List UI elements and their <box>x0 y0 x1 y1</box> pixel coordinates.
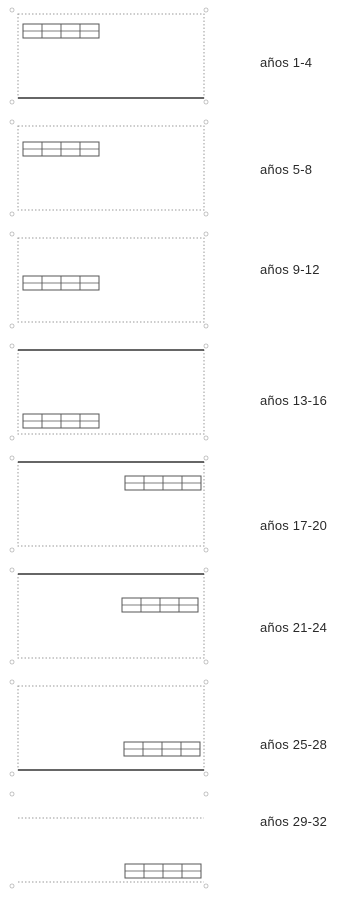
corner-marker <box>203 99 209 105</box>
frame-outline <box>17 573 205 659</box>
corner-marker <box>9 659 15 665</box>
panel-label: años 25-28 <box>260 737 328 752</box>
corner-marker <box>203 323 209 329</box>
corner-marker <box>9 455 15 461</box>
four-cell-block <box>22 23 100 39</box>
panel-label: años 29-32 <box>260 814 328 829</box>
corner-marker <box>203 7 209 13</box>
corner-marker <box>203 791 209 797</box>
panel-drawing <box>9 343 209 441</box>
panel-drawing <box>9 231 209 329</box>
corner-marker <box>9 211 15 217</box>
corner-marker <box>203 883 209 889</box>
panel-label: años 5-8 <box>260 162 313 177</box>
four-cell-block <box>124 863 202 879</box>
four-cell-block <box>124 475 202 491</box>
frame-outline <box>17 237 205 323</box>
four-cell-block <box>22 275 100 291</box>
corner-marker <box>9 547 15 553</box>
frame-outline <box>17 349 205 435</box>
panel-label: años 21-24 <box>260 620 328 635</box>
rotation-panel: años 29-32 <box>0 784 351 896</box>
panel-label: años 17-20 <box>260 518 328 533</box>
frame-outline <box>17 685 205 771</box>
rotation-panel: años 21-24 <box>0 560 351 672</box>
corner-marker <box>9 343 15 349</box>
corner-marker <box>9 435 15 441</box>
rotation-panel: años 13-16 <box>0 336 351 448</box>
four-cell-block <box>22 141 100 157</box>
rotation-panel: años 1-4 <box>0 0 351 112</box>
four-cell-block <box>22 413 100 429</box>
corner-marker <box>9 119 15 125</box>
panel-drawing <box>9 567 209 665</box>
corner-marker <box>9 771 15 777</box>
rotation-panel: años 17-20 <box>0 448 351 560</box>
corner-marker <box>203 455 209 461</box>
panel-label: años 9-12 <box>260 262 320 277</box>
panel-drawing <box>9 791 209 889</box>
corner-marker <box>203 771 209 777</box>
corner-marker <box>9 231 15 237</box>
rotation-panel: años 9-12 <box>0 224 351 336</box>
corner-marker <box>203 231 209 237</box>
corner-marker <box>9 883 15 889</box>
corner-marker <box>203 343 209 349</box>
corner-marker <box>9 791 15 797</box>
corner-marker <box>203 547 209 553</box>
corner-marker <box>203 567 209 573</box>
corner-marker <box>203 435 209 441</box>
panel-drawing <box>9 119 209 217</box>
panel-drawing <box>9 7 209 105</box>
panel-drawing <box>9 679 209 777</box>
rotation-panel: años 5-8 <box>0 112 351 224</box>
frame-outline <box>17 125 205 211</box>
four-cell-block <box>123 741 201 757</box>
four-cell-block <box>121 597 199 613</box>
corner-marker <box>9 567 15 573</box>
corner-marker <box>9 7 15 13</box>
corner-marker <box>203 679 209 685</box>
frame-outline <box>17 13 205 99</box>
panel-drawing <box>9 455 209 553</box>
panel-label: años 13-16 <box>260 393 328 408</box>
corner-marker <box>9 99 15 105</box>
corner-marker <box>9 679 15 685</box>
frame-outline <box>17 461 205 547</box>
corner-marker <box>203 659 209 665</box>
corner-marker <box>203 211 209 217</box>
corner-marker <box>203 119 209 125</box>
panel-label: años 1-4 <box>260 55 313 70</box>
corner-marker <box>9 323 15 329</box>
rotation-panel: años 25-28 <box>0 672 351 784</box>
